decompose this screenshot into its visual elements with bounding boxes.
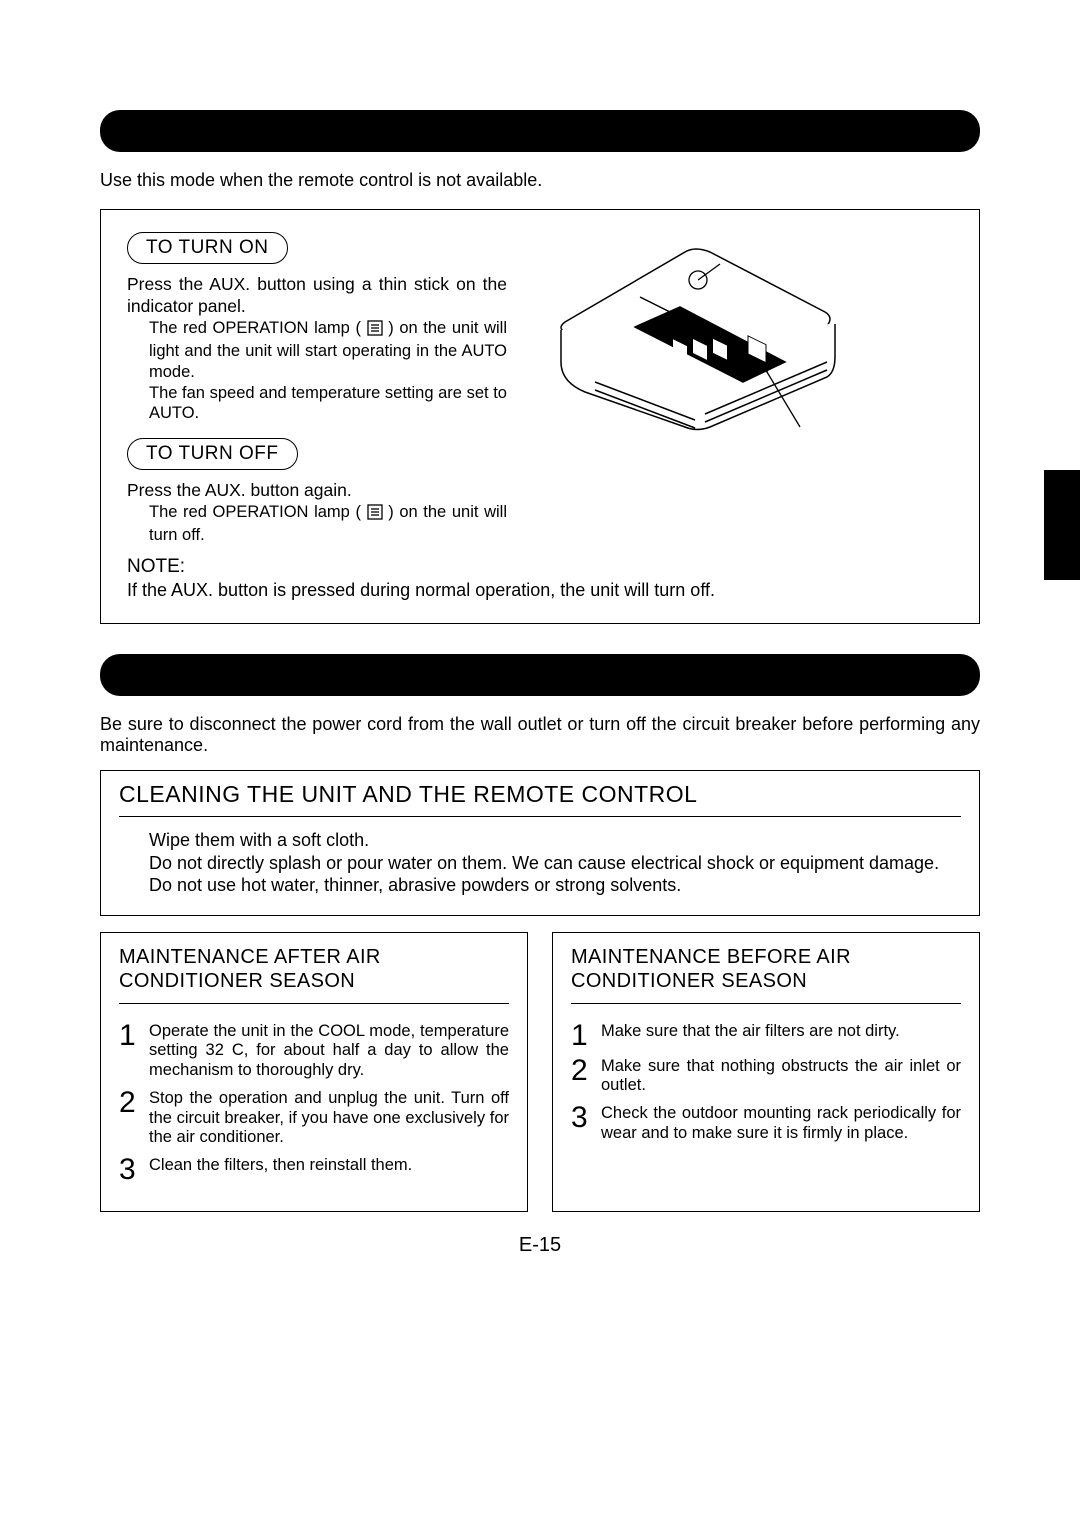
turn-off-pill: TO TURN OFF <box>127 438 298 470</box>
list-item: 1 Make sure that the air filters are not … <box>571 1022 961 1049</box>
turn-off-body: Press the AUX. button again. <box>127 480 507 502</box>
before-season-box: MAINTENANCE BEFORE AIR CONDITIONER SEASO… <box>552 932 980 1213</box>
item-text: Make sure that the air filters are not d… <box>601 1022 961 1049</box>
list-item: 3 Clean the filters, then reinstall them. <box>119 1156 509 1183</box>
operation-lamp-icon <box>367 504 383 526</box>
cleaning-lines: Wipe them with a soft cloth. Do not dire… <box>119 829 961 897</box>
page-number: E-15 <box>100 1234 980 1257</box>
unit-diagram <box>535 232 953 546</box>
after-title: MAINTENANCE AFTER AIR CONDITIONER SEASON <box>119 945 509 1004</box>
item-number: 2 <box>119 1089 141 1148</box>
section1-intro: Use this mode when the remote control is… <box>100 170 980 191</box>
section-header-bar-2 <box>100 654 980 696</box>
item-number: 1 <box>571 1022 593 1049</box>
list-item: 2Make sure that nothing obstructs the ai… <box>571 1057 961 1097</box>
auxiliary-mode-box: TO TURN ON Press the AUX. button using a… <box>100 209 980 624</box>
aux-text-column: TO TURN ON Press the AUX. button using a… <box>127 232 507 546</box>
cleaning-box: CLEANING THE UNIT AND THE REMOTE CONTROL… <box>100 770 980 916</box>
note-label: NOTE: <box>127 556 953 578</box>
turn-on-sub1a: The red OPERATION lamp ( <box>149 319 361 337</box>
turn-on-sub1: The red OPERATION lamp ( ) on the unit w… <box>127 318 507 383</box>
cleaning-line3: Do not use hot water, thinner, abrasive … <box>149 874 961 897</box>
cleaning-title: CLEANING THE UNIT AND THE REMOTE CONTROL <box>119 781 961 817</box>
item-number: 3 <box>119 1156 141 1183</box>
cleaning-line2: Do not directly splash or pour water on … <box>149 852 961 875</box>
item-text: Check the outdoor mounting rack periodic… <box>601 1104 961 1144</box>
item-text: Clean the filters, then reinstall them. <box>149 1156 509 1183</box>
side-tab <box>1044 470 1080 580</box>
item-number: 1 <box>119 1022 141 1081</box>
after-season-box: MAINTENANCE AFTER AIR CONDITIONER SEASON… <box>100 932 528 1213</box>
manual-page: Use this mode when the remote control is… <box>0 0 1080 1528</box>
item-text: Make sure that nothing obstructs the air… <box>601 1057 961 1097</box>
item-number: 2 <box>571 1057 593 1097</box>
turn-on-sub2: The fan speed and temperature setting ar… <box>127 383 507 424</box>
note-body: If the AUX. button is pressed during nor… <box>127 580 953 601</box>
turn-on-body: Press the AUX. button using a thin stick… <box>127 274 507 318</box>
section2-intro: Be sure to disconnect the power cord fro… <box>100 714 980 756</box>
operation-lamp-icon <box>367 320 383 342</box>
before-title: MAINTENANCE BEFORE AIR CONDITIONER SEASO… <box>571 945 961 1004</box>
maintenance-columns: MAINTENANCE AFTER AIR CONDITIONER SEASON… <box>100 932 980 1213</box>
cleaning-line1: Wipe them with a soft cloth. <box>149 829 961 852</box>
list-item: 3Check the outdoor mounting rack periodi… <box>571 1104 961 1144</box>
turn-off-sub1: The red OPERATION lamp ( ) on the unit w… <box>127 502 507 546</box>
turn-on-pill: TO TURN ON <box>127 232 288 264</box>
list-item: 1Operate the unit in the COOL mode, temp… <box>119 1022 509 1081</box>
list-item: 2Stop the operation and unplug the unit.… <box>119 1089 509 1148</box>
turn-off-sub1a: The red OPERATION lamp ( <box>149 503 361 521</box>
section-header-bar-1 <box>100 110 980 152</box>
item-text: Stop the operation and unplug the unit. … <box>149 1089 509 1148</box>
item-text: Operate the unit in the COOL mode, tempe… <box>149 1022 509 1081</box>
item-number: 3 <box>571 1104 593 1144</box>
